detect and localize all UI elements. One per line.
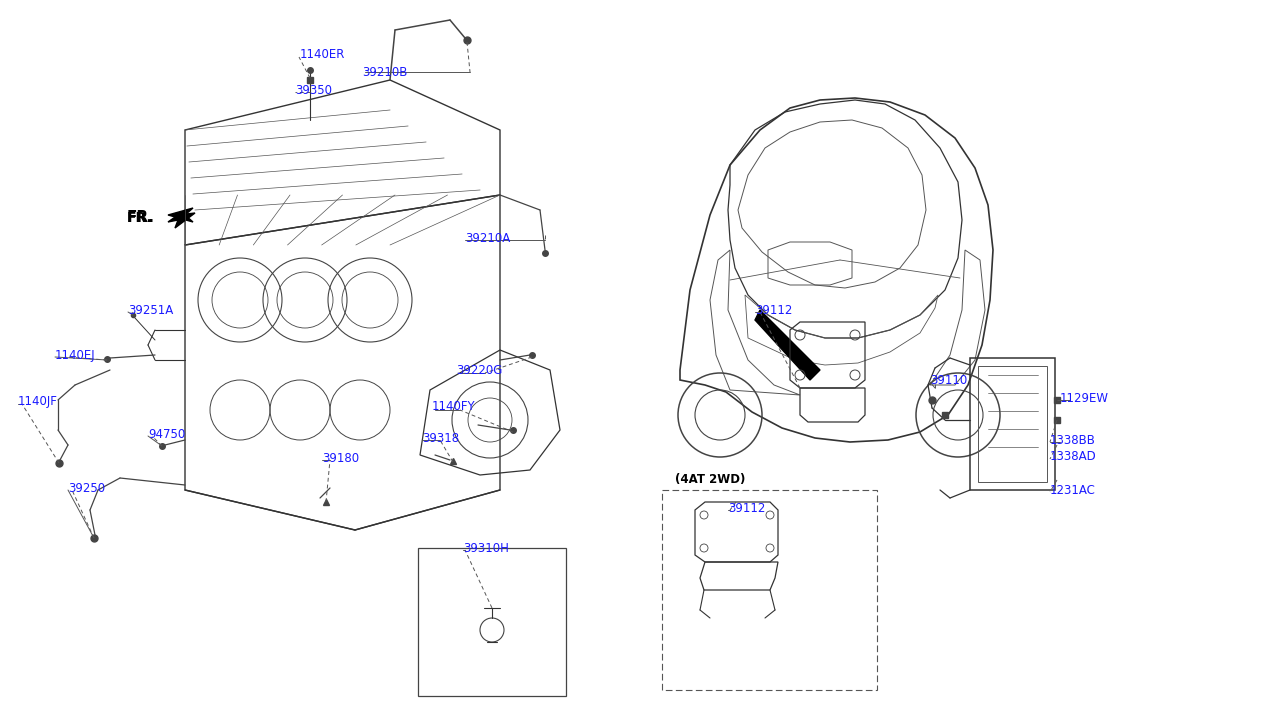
Text: 1338BB: 1338BB bbox=[1050, 433, 1096, 446]
Text: 39112: 39112 bbox=[729, 502, 765, 515]
Text: 39210A: 39210A bbox=[465, 231, 511, 244]
Text: (4AT 2WD): (4AT 2WD) bbox=[675, 473, 745, 486]
Text: 39220G: 39220G bbox=[456, 364, 503, 377]
Polygon shape bbox=[755, 310, 820, 380]
Text: 1140ER: 1140ER bbox=[300, 49, 346, 62]
Text: 39350: 39350 bbox=[295, 84, 332, 97]
Bar bbox=[661, 490, 877, 690]
Text: 39250: 39250 bbox=[68, 481, 105, 494]
Text: 39110: 39110 bbox=[930, 374, 967, 387]
Text: 1129EW: 1129EW bbox=[1060, 392, 1109, 404]
Text: 1140JF: 1140JF bbox=[18, 395, 58, 409]
Polygon shape bbox=[169, 213, 195, 228]
Text: 39251A: 39251A bbox=[128, 303, 174, 316]
Text: 1231AC: 1231AC bbox=[1050, 483, 1096, 497]
Polygon shape bbox=[169, 208, 193, 222]
Text: 94750: 94750 bbox=[148, 427, 185, 441]
Bar bbox=[418, 548, 566, 696]
Text: 1140EJ: 1140EJ bbox=[54, 348, 95, 361]
Text: 39210B: 39210B bbox=[362, 65, 408, 79]
Text: 39310H: 39310H bbox=[462, 542, 509, 555]
Text: 39318: 39318 bbox=[422, 432, 459, 444]
Text: FR.: FR. bbox=[127, 211, 153, 225]
Text: 1338AD: 1338AD bbox=[1050, 451, 1097, 464]
Text: 39112: 39112 bbox=[755, 303, 792, 316]
Text: 39180: 39180 bbox=[322, 451, 359, 465]
Text: 1140FY: 1140FY bbox=[432, 401, 475, 414]
Text: FR.: FR. bbox=[127, 211, 155, 225]
